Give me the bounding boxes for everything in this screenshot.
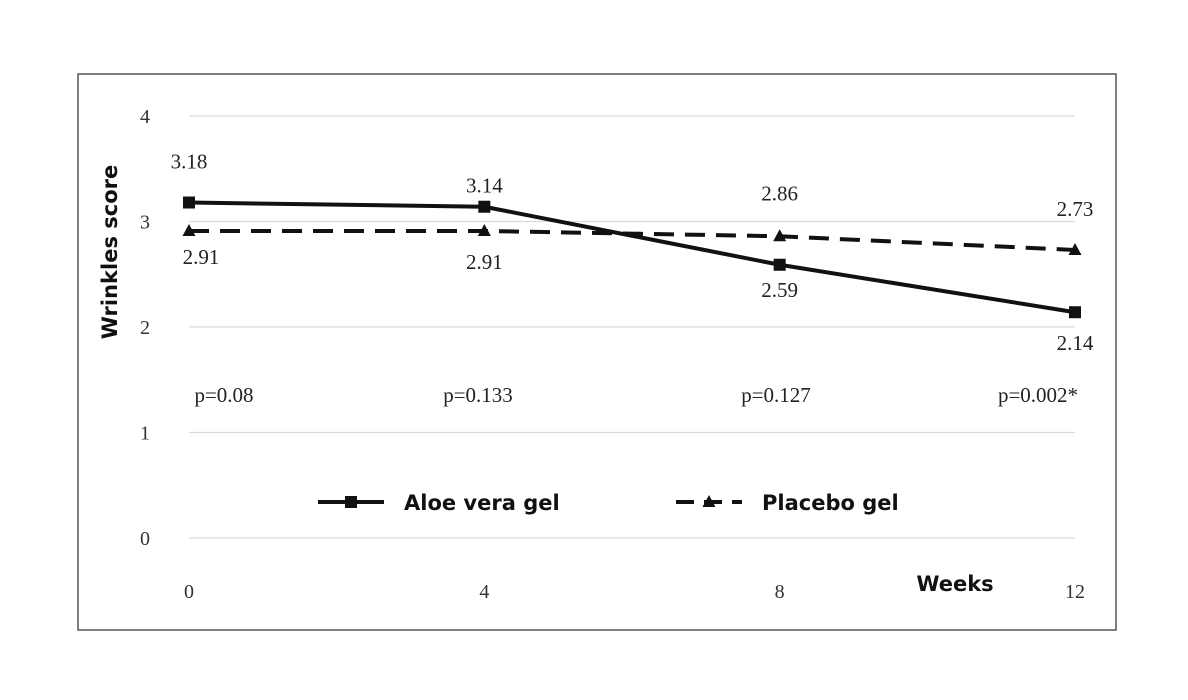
p-value-annotation: p=0.08: [194, 383, 253, 407]
legend-marker: [702, 495, 716, 507]
legend: Aloe vera gel Placebo gel: [318, 491, 899, 515]
y-tick-label: 0: [140, 528, 150, 550]
data-label: 2.86: [761, 181, 798, 205]
y-axis-ticks: 0 1 2 3 4: [140, 106, 150, 550]
data-point-aloe-vera: [773, 258, 786, 271]
y-tick-label: 2: [140, 317, 150, 339]
data-point-aloe-vera: [1069, 306, 1081, 319]
series-line-placebo: [189, 228, 1076, 252]
x-tick-label: 4: [479, 581, 489, 603]
data-label: 3.14: [466, 174, 503, 198]
data-label: 3.18: [171, 150, 208, 174]
series-group: [182, 196, 1082, 319]
chart-frame: [77, 73, 1117, 631]
data-labels: 3.18 3.14 2.59 2.14 2.91 2.91 2.86 2.73: [171, 150, 1094, 356]
x-axis-title: Weeks: [916, 572, 993, 596]
y-tick-label: 3: [140, 212, 150, 234]
data-point-placebo: [477, 223, 491, 236]
p-value-annotation: p=0.002*: [998, 383, 1078, 407]
x-tick-label: 8: [775, 581, 785, 603]
x-tick-label: 12: [1065, 581, 1085, 603]
data-point-aloe-vera: [478, 200, 491, 213]
data-point-placebo: [182, 223, 196, 236]
y-tick-label: 1: [140, 423, 150, 445]
legend-label: Placebo gel: [762, 491, 899, 515]
legend-label: Aloe vera gel: [404, 491, 560, 515]
x-axis-ticks: 0 4 8 12: [184, 581, 1085, 603]
p-value-annotation: p=0.127: [741, 383, 811, 407]
legend-marker: [345, 496, 357, 508]
y-tick-label: 4: [140, 106, 150, 128]
data-label: 2.73: [1057, 197, 1094, 221]
grid: [189, 115, 1075, 539]
annotations: p=0.08 p=0.133 p=0.127 p=0.002*: [194, 383, 1078, 407]
data-label: 2.91: [183, 245, 220, 269]
data-point-placebo: [1068, 242, 1082, 255]
data-label: 2.91: [466, 250, 503, 274]
y-axis-title: Wrinkles score: [98, 165, 122, 340]
series-line-aloe-vera: [188, 200, 1076, 315]
data-label: 2.14: [1057, 331, 1094, 355]
x-tick-label: 0: [184, 581, 194, 603]
data-point-aloe-vera: [183, 196, 195, 209]
data-label: 2.59: [761, 278, 798, 302]
p-value-annotation: p=0.133: [443, 383, 513, 407]
data-point-placebo: [773, 229, 787, 242]
